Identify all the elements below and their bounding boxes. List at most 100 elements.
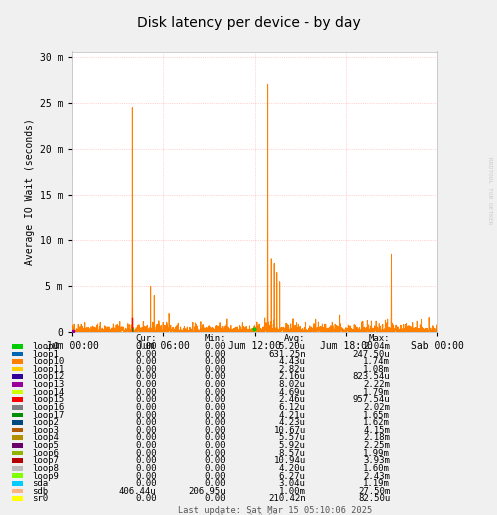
Text: 0.00: 0.00 bbox=[135, 372, 157, 382]
Text: 0.00: 0.00 bbox=[205, 426, 226, 435]
Text: 0.00: 0.00 bbox=[135, 350, 157, 358]
Text: loop3: loop3 bbox=[32, 426, 59, 435]
Text: loop16: loop16 bbox=[32, 403, 65, 412]
Text: 0.00: 0.00 bbox=[205, 372, 226, 382]
Text: Munin 2.0.56: Munin 2.0.56 bbox=[219, 513, 278, 515]
Text: 8.57u: 8.57u bbox=[279, 449, 306, 458]
Text: 0.00: 0.00 bbox=[205, 441, 226, 450]
Text: 4.20u: 4.20u bbox=[279, 464, 306, 473]
Text: 2.02m: 2.02m bbox=[363, 403, 390, 412]
Text: loop11: loop11 bbox=[32, 365, 65, 374]
Text: Disk latency per device - by day: Disk latency per device - by day bbox=[137, 16, 360, 30]
Text: 1.74m: 1.74m bbox=[363, 357, 390, 366]
Text: 0.00: 0.00 bbox=[135, 434, 157, 442]
Text: 0.00: 0.00 bbox=[135, 479, 157, 488]
Text: 0.00: 0.00 bbox=[205, 449, 226, 458]
Text: 1.62m: 1.62m bbox=[363, 418, 390, 427]
Text: 4.43u: 4.43u bbox=[279, 357, 306, 366]
Text: loop12: loop12 bbox=[32, 372, 65, 382]
Text: sr0: sr0 bbox=[32, 494, 48, 504]
Text: 0.00: 0.00 bbox=[135, 418, 157, 427]
Text: 2.82u: 2.82u bbox=[279, 365, 306, 374]
Text: Min:: Min: bbox=[205, 334, 226, 344]
Text: 0.00: 0.00 bbox=[205, 456, 226, 466]
Text: loop1: loop1 bbox=[32, 350, 59, 358]
Text: 210.42n: 210.42n bbox=[268, 494, 306, 504]
Text: loop5: loop5 bbox=[32, 441, 59, 450]
Text: 10.94u: 10.94u bbox=[273, 456, 306, 466]
Text: 2.46u: 2.46u bbox=[279, 396, 306, 404]
Text: loop0: loop0 bbox=[32, 342, 59, 351]
Text: 0.00: 0.00 bbox=[205, 418, 226, 427]
Text: 3.93m: 3.93m bbox=[363, 456, 390, 466]
Text: 5.20u: 5.20u bbox=[279, 342, 306, 351]
Text: 82.50u: 82.50u bbox=[358, 494, 390, 504]
Text: 2.04m: 2.04m bbox=[363, 342, 390, 351]
Text: loop14: loop14 bbox=[32, 388, 65, 397]
Text: 0.00: 0.00 bbox=[135, 472, 157, 480]
Text: RRDTOOL TOB OETKER: RRDTOOL TOB OETKER bbox=[487, 157, 492, 225]
Text: loop17: loop17 bbox=[32, 410, 65, 420]
Text: 206.95u: 206.95u bbox=[188, 487, 226, 496]
Text: 10.67u: 10.67u bbox=[273, 426, 306, 435]
Text: loop7: loop7 bbox=[32, 456, 59, 466]
Text: loop13: loop13 bbox=[32, 380, 65, 389]
Text: 631.25n: 631.25n bbox=[268, 350, 306, 358]
Text: 0.00: 0.00 bbox=[205, 410, 226, 420]
Text: 0.00: 0.00 bbox=[135, 426, 157, 435]
Text: 1.79m: 1.79m bbox=[363, 388, 390, 397]
Text: Last update: Sat Mar 15 05:10:06 2025: Last update: Sat Mar 15 05:10:06 2025 bbox=[178, 506, 373, 515]
Text: 0.00: 0.00 bbox=[135, 380, 157, 389]
Text: 8.02u: 8.02u bbox=[279, 380, 306, 389]
Text: 0.00: 0.00 bbox=[205, 403, 226, 412]
Text: loop8: loop8 bbox=[32, 464, 59, 473]
Text: Max:: Max: bbox=[369, 334, 390, 344]
Text: 0.00: 0.00 bbox=[135, 410, 157, 420]
Text: sda: sda bbox=[32, 479, 48, 488]
Text: 0.00: 0.00 bbox=[135, 494, 157, 504]
Text: 6.27u: 6.27u bbox=[279, 472, 306, 480]
Text: 0.00: 0.00 bbox=[205, 357, 226, 366]
Text: 0.00: 0.00 bbox=[135, 388, 157, 397]
Text: 5.92u: 5.92u bbox=[279, 441, 306, 450]
Text: 0.00: 0.00 bbox=[135, 464, 157, 473]
Text: Avg:: Avg: bbox=[284, 334, 306, 344]
Text: 2.22m: 2.22m bbox=[363, 380, 390, 389]
Text: 0.00: 0.00 bbox=[135, 456, 157, 466]
Text: 1.99m: 1.99m bbox=[363, 449, 390, 458]
Text: 5.57u: 5.57u bbox=[279, 434, 306, 442]
Text: 2.43m: 2.43m bbox=[363, 472, 390, 480]
Text: 957.54u: 957.54u bbox=[352, 396, 390, 404]
Y-axis label: Average IO Wait (seconds): Average IO Wait (seconds) bbox=[25, 118, 35, 265]
Text: loop15: loop15 bbox=[32, 396, 65, 404]
Text: 823.54u: 823.54u bbox=[352, 372, 390, 382]
Text: 406.44u: 406.44u bbox=[119, 487, 157, 496]
Text: 0.00: 0.00 bbox=[135, 396, 157, 404]
Text: loop10: loop10 bbox=[32, 357, 65, 366]
Text: loop9: loop9 bbox=[32, 472, 59, 480]
Text: 0.00: 0.00 bbox=[135, 441, 157, 450]
Text: 6.12u: 6.12u bbox=[279, 403, 306, 412]
Text: loop6: loop6 bbox=[32, 449, 59, 458]
Text: 0.00: 0.00 bbox=[135, 357, 157, 366]
Text: sdb: sdb bbox=[32, 487, 48, 496]
Text: 0.00: 0.00 bbox=[135, 365, 157, 374]
Text: 247.50u: 247.50u bbox=[352, 350, 390, 358]
Text: 0.00: 0.00 bbox=[205, 380, 226, 389]
Text: 0.00: 0.00 bbox=[205, 396, 226, 404]
Text: 0.00: 0.00 bbox=[205, 479, 226, 488]
Text: 0.00: 0.00 bbox=[135, 449, 157, 458]
Text: 3.04u: 3.04u bbox=[279, 479, 306, 488]
Text: 1.00m: 1.00m bbox=[279, 487, 306, 496]
Text: 4.69u: 4.69u bbox=[279, 388, 306, 397]
Text: 0.00: 0.00 bbox=[135, 342, 157, 351]
Text: 1.19m: 1.19m bbox=[363, 479, 390, 488]
Text: 4.21u: 4.21u bbox=[279, 410, 306, 420]
Text: 0.00: 0.00 bbox=[205, 464, 226, 473]
Text: 0.00: 0.00 bbox=[205, 350, 226, 358]
Text: loop4: loop4 bbox=[32, 434, 59, 442]
Text: 0.00: 0.00 bbox=[135, 403, 157, 412]
Text: 0.00: 0.00 bbox=[205, 342, 226, 351]
Text: 4.23u: 4.23u bbox=[279, 418, 306, 427]
Text: loop2: loop2 bbox=[32, 418, 59, 427]
